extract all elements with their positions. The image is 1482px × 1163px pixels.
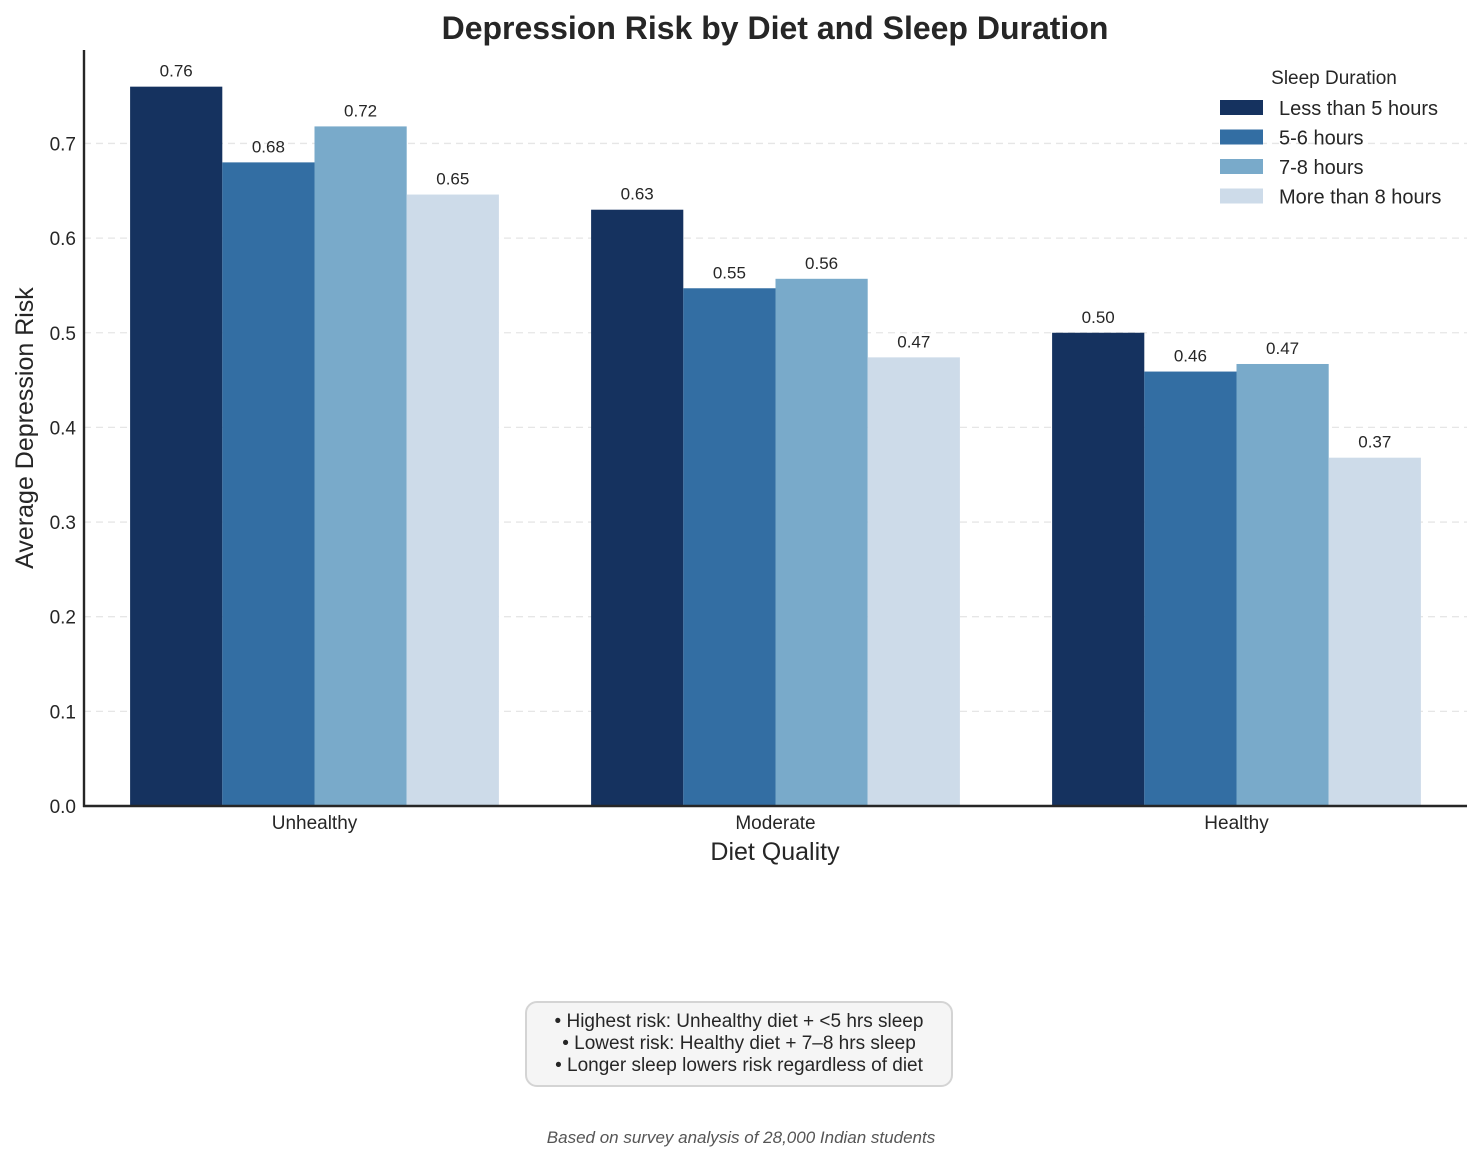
bar xyxy=(130,86,223,806)
bar-value-label: 0.68 xyxy=(252,137,285,156)
x-tick-label: Healthy xyxy=(1204,813,1269,834)
y-tick-labels: 0.0 0.1 0.2 0.3 0.4 0.5 0.6 0.7 xyxy=(50,134,77,818)
bar-value-label: 0.37 xyxy=(1358,433,1391,452)
y-tick-label: 0.6 xyxy=(50,229,76,250)
axes xyxy=(82,50,1467,808)
bar xyxy=(222,162,315,806)
bar-value-label: 0.63 xyxy=(621,185,654,204)
legend-swatch xyxy=(1220,159,1263,174)
chart-title: Depression Risk by Diet and Sleep Durati… xyxy=(442,10,1109,46)
y-axis-label: Average Depression Risk xyxy=(11,287,39,569)
y-tick-label: 0.0 xyxy=(50,797,76,818)
bars xyxy=(130,86,1421,806)
bar-value-label: 0.56 xyxy=(805,254,838,273)
legend-title: Sleep Duration xyxy=(1271,68,1397,89)
bar-value-labels: 0.76 0.68 0.72 0.65 0.63 0.55 0.56 0.47 0.50 0.46… xyxy=(160,62,1392,452)
legend-swatch xyxy=(1220,100,1263,115)
bar xyxy=(1052,332,1145,806)
x-tick-label: Moderate xyxy=(735,813,815,834)
bar xyxy=(591,209,684,806)
legend-entry-label: 7-8 hours xyxy=(1279,157,1364,179)
bar xyxy=(1328,457,1421,806)
bar xyxy=(775,278,868,806)
key-findings-box: • Highest risk: Unhealthy diet + <5 hrs … xyxy=(525,1001,953,1087)
x-tick-labels: Unhealthy Moderate Healthy xyxy=(272,813,1269,834)
y-tick-label: 0.7 xyxy=(50,134,76,155)
finding-lowest-risk: • Lowest risk: Healthy diet + 7–8 hrs sl… xyxy=(562,1033,916,1054)
bar-value-label: 0.50 xyxy=(1082,308,1115,327)
y-tick-label: 0.5 xyxy=(50,324,76,345)
bar xyxy=(867,357,960,806)
bar-value-label: 0.72 xyxy=(344,101,377,120)
y-tick-label: 0.1 xyxy=(50,702,76,723)
bar-value-label: 0.76 xyxy=(160,62,193,81)
x-tick-label: Unhealthy xyxy=(272,813,358,834)
bar-value-label: 0.65 xyxy=(436,170,469,189)
legend-entry-label: More than 8 hours xyxy=(1279,187,1441,209)
bar-value-label: 0.46 xyxy=(1174,347,1207,366)
bar xyxy=(1144,371,1237,806)
y-tick-label: 0.2 xyxy=(50,608,76,629)
finding-highest-risk: • Highest risk: Unhealthy diet + <5 hrs … xyxy=(554,1011,924,1032)
bar xyxy=(683,288,776,806)
legend-swatch xyxy=(1220,188,1263,204)
legend-swatch xyxy=(1220,129,1263,145)
legend: Sleep Duration Less than 5 hours 5-6 hour… xyxy=(1220,68,1441,209)
legend-entry-label: 5-6 hours xyxy=(1279,128,1364,150)
x-axis-label: Diet Quality xyxy=(710,838,840,866)
y-tick-label: 0.4 xyxy=(50,418,77,439)
bar-value-label: 0.47 xyxy=(897,332,930,351)
legend-entry-label: Less than 5 hours xyxy=(1279,98,1438,120)
bar-value-label: 0.47 xyxy=(1266,339,1299,358)
bar-value-label: 0.55 xyxy=(713,263,746,282)
finding-longer-sleep: • Longer sleep lowers risk regardless of… xyxy=(555,1055,923,1076)
source-footnote: Based on survey analysis of 28,000 India… xyxy=(546,1128,936,1147)
bar xyxy=(1236,363,1329,806)
bar xyxy=(406,194,499,806)
bar xyxy=(314,126,407,806)
y-tick-label: 0.3 xyxy=(50,513,76,534)
